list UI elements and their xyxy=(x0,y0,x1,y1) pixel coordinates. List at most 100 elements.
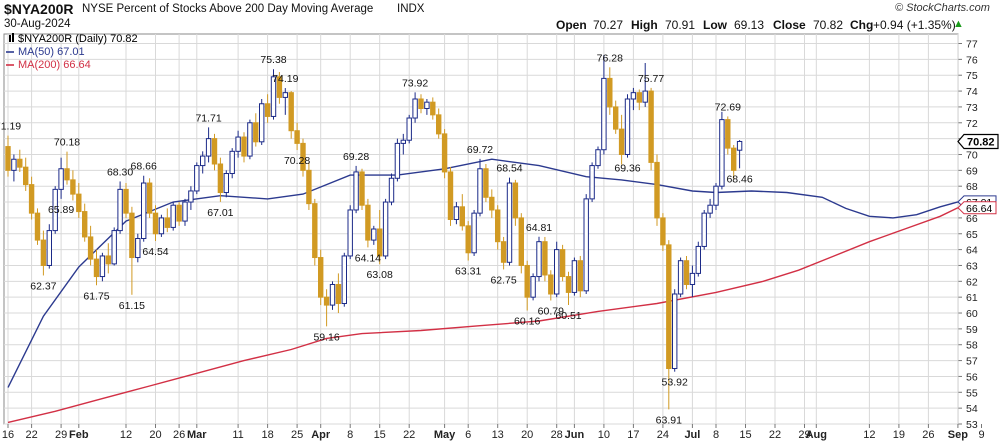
x-tick-label: 9 xyxy=(978,429,984,441)
y-tick-label: 76 xyxy=(966,54,978,66)
candle xyxy=(141,175,147,242)
candle-body-down xyxy=(34,212,41,241)
candle xyxy=(46,224,52,269)
candle-body-up xyxy=(111,230,117,265)
candle xyxy=(436,108,442,139)
candle xyxy=(318,249,324,306)
ma200-price-tag-label: 66.64 xyxy=(966,203,992,215)
candle xyxy=(200,151,206,174)
value-annotation: 73.92 xyxy=(402,77,428,89)
candle-body-down xyxy=(146,182,153,214)
candle xyxy=(377,209,383,265)
candle-body-up xyxy=(595,149,601,167)
candle-body-down xyxy=(40,239,47,266)
candle-body-up xyxy=(642,90,648,103)
candle-body-up xyxy=(583,198,589,292)
candle xyxy=(158,214,165,237)
change-value: +0.94 (+1.35%) xyxy=(873,18,956,32)
y-tick-label: 70 xyxy=(966,149,978,161)
candle xyxy=(565,271,572,305)
value-annotation: 60.51 xyxy=(555,310,581,322)
candle xyxy=(589,162,595,203)
candle xyxy=(512,179,519,226)
candle xyxy=(70,170,76,201)
candle xyxy=(559,244,566,282)
candle xyxy=(524,260,530,311)
candle xyxy=(241,132,247,163)
candle xyxy=(495,205,501,250)
candle xyxy=(418,94,424,114)
candle-body-down xyxy=(105,255,111,265)
x-tick-label: 6 xyxy=(465,429,471,441)
candle-body-up xyxy=(371,228,377,241)
candle xyxy=(176,202,182,226)
candle-body-up xyxy=(736,140,743,151)
x-tick-label: 8 xyxy=(347,429,353,441)
candle xyxy=(736,140,743,169)
x-tick-label: 18 xyxy=(261,429,273,441)
candle-body-up xyxy=(530,276,536,298)
candle xyxy=(471,209,477,256)
candle-body-up xyxy=(707,204,713,214)
candle xyxy=(52,186,58,234)
candle-body-down xyxy=(465,225,471,254)
candle-body-down xyxy=(636,92,642,103)
y-tick-label: 62 xyxy=(966,276,978,288)
candle-body-down xyxy=(312,203,318,259)
candle-body-up xyxy=(58,168,64,190)
candle-body-down xyxy=(253,122,259,143)
ma200-line xyxy=(7,207,959,424)
candle xyxy=(654,154,660,226)
candle xyxy=(270,69,277,120)
value-annotation: 69.28 xyxy=(343,151,369,163)
candle xyxy=(642,63,648,107)
plot-frame xyxy=(3,33,959,425)
candle-body-down xyxy=(264,103,271,117)
value-annotation: 68.54 xyxy=(496,163,522,175)
candle-body-down xyxy=(294,130,300,144)
value-annotation: 67.01 xyxy=(207,207,233,219)
value-annotation: 64.81 xyxy=(526,222,552,234)
candle xyxy=(347,205,353,260)
candle-body-down xyxy=(23,166,29,186)
candle-body-down xyxy=(654,161,660,219)
high-value: 70.91 xyxy=(665,18,696,32)
candle-body-up xyxy=(382,201,389,257)
candle-body-down xyxy=(495,209,501,243)
candle-body-up xyxy=(182,201,188,222)
candle-body-down xyxy=(542,241,548,276)
candle xyxy=(483,164,489,203)
x-tick-label: 13 xyxy=(492,429,504,441)
candle xyxy=(353,165,359,214)
y-tick-label: 74 xyxy=(966,86,978,98)
candle-body-up xyxy=(412,98,418,119)
candle-body-up xyxy=(695,245,701,274)
x-tick-label: Mar xyxy=(187,429,207,441)
description: NYSE Percent of Stocks Above 200 Day Mov… xyxy=(82,3,374,15)
open-value: 70.27 xyxy=(593,18,624,32)
x-tick-label: 24 xyxy=(657,429,669,441)
candle-body-down xyxy=(64,168,70,181)
y-tick-label: 64 xyxy=(966,245,978,257)
candle xyxy=(211,133,218,171)
candle-body-down xyxy=(300,142,306,171)
candle xyxy=(123,183,129,218)
x-tick-label: Sep xyxy=(948,429,968,441)
legend-entry: MA(200) 66.64 xyxy=(18,59,91,71)
x-tick-label: 17 xyxy=(627,429,639,441)
x-tick-label: 22 xyxy=(403,429,415,441)
legend-entry: MA(50) 67.01 xyxy=(18,46,85,58)
value-annotation: 75.77 xyxy=(638,73,664,85)
y-tick-label: 69 xyxy=(966,165,978,177)
candle xyxy=(371,225,377,245)
low-label: Low xyxy=(703,18,727,32)
candle-body-down xyxy=(459,206,466,227)
y-tick-label: 59 xyxy=(966,324,978,336)
value-annotation: 53.92 xyxy=(662,377,688,389)
candle-body-down xyxy=(276,76,283,98)
candle-body-up xyxy=(353,171,359,211)
candle xyxy=(607,67,613,115)
candle-body-down xyxy=(731,147,737,171)
high-label: High xyxy=(631,18,658,32)
